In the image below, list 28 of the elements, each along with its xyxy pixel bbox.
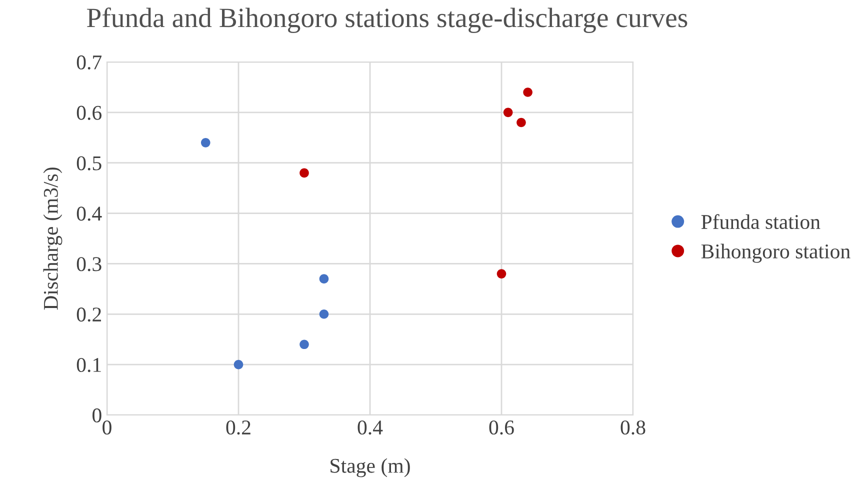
x-tick-label: 0.6 (489, 420, 514, 435)
chart-title: Pfunda and Bihongoro stations stage-discharge curves (86, 7, 688, 34)
y-tick-label: 0.7 (76, 55, 102, 70)
point (523, 88, 532, 97)
x-tick-label: 0 (102, 420, 112, 435)
y-tick-label: 0.6 (76, 106, 102, 120)
point (319, 274, 329, 284)
y-tick-label: 0 (92, 408, 102, 422)
x-tick-label: 0.4 (358, 420, 383, 435)
point (503, 108, 513, 118)
x-tick-label: 0.8 (620, 420, 646, 435)
y-tick-label: 0.3 (76, 257, 102, 272)
point (234, 360, 244, 370)
y-tick-label: 0.1 (76, 358, 101, 372)
legend-label: Pfunda station (701, 214, 820, 230)
point (300, 168, 309, 178)
point (300, 340, 309, 350)
y-axis-title: Discharge (m3/s) (43, 168, 62, 310)
y-tick-label: 0.2 (76, 308, 101, 322)
y-tick-label: 0.4 (76, 206, 102, 221)
point (200, 138, 210, 148)
point (516, 118, 526, 128)
point (319, 309, 329, 319)
y-tick-label: 0.5 (76, 156, 102, 170)
legend-label: Bihongoro station (701, 244, 850, 263)
x-tick-label: 0.2 (226, 420, 250, 435)
x-axis-title: Stage (m) (330, 458, 410, 478)
point (496, 269, 506, 278)
